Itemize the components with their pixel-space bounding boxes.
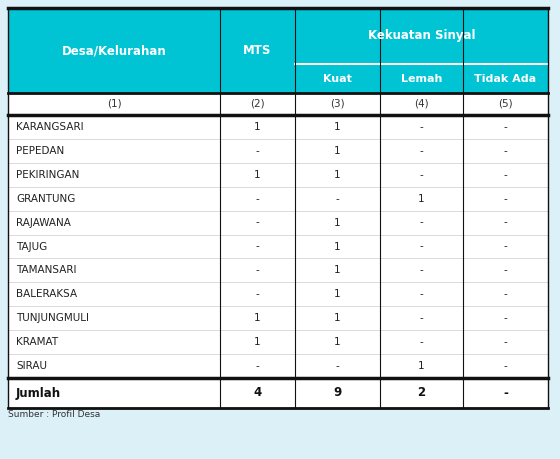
Text: -: - (255, 361, 259, 371)
Text: -: - (503, 313, 507, 323)
Text: 1: 1 (334, 313, 341, 323)
Text: -: - (503, 265, 507, 275)
Text: -: - (255, 241, 259, 252)
Text: TAMANSARI: TAMANSARI (16, 265, 77, 275)
Text: MTS: MTS (243, 44, 272, 57)
Text: -: - (419, 337, 423, 347)
Text: TUNJUNGMULI: TUNJUNGMULI (16, 313, 89, 323)
Text: 1: 1 (254, 313, 261, 323)
Text: 1: 1 (334, 218, 341, 228)
Text: -: - (255, 289, 259, 299)
Text: RAJAWANA: RAJAWANA (16, 218, 71, 228)
Text: 1: 1 (334, 122, 341, 132)
Text: -: - (503, 361, 507, 371)
Text: -: - (419, 218, 423, 228)
Text: 1: 1 (254, 122, 261, 132)
Text: -: - (503, 194, 507, 204)
Text: -: - (335, 194, 339, 204)
Text: (1): (1) (107, 99, 122, 109)
Text: Lemah: Lemah (401, 73, 442, 84)
Text: -: - (255, 146, 259, 156)
Text: 9: 9 (333, 386, 342, 399)
Text: -: - (419, 313, 423, 323)
Text: -: - (503, 337, 507, 347)
Text: 2: 2 (417, 386, 426, 399)
Text: -: - (503, 218, 507, 228)
Text: (2): (2) (250, 99, 265, 109)
Text: Sumber : Profil Desa: Sumber : Profil Desa (8, 410, 100, 419)
Text: -: - (419, 265, 423, 275)
Text: KRAMAT: KRAMAT (16, 337, 58, 347)
Text: TAJUG: TAJUG (16, 241, 47, 252)
Text: SIRAU: SIRAU (16, 361, 47, 371)
Bar (8, 115, 548, 378)
Text: -: - (419, 122, 423, 132)
Text: Desa/Kelurahan: Desa/Kelurahan (62, 44, 166, 57)
Bar (8, 8, 548, 93)
Text: -: - (503, 122, 507, 132)
Text: 1: 1 (334, 170, 341, 180)
Text: GRANTUNG: GRANTUNG (16, 194, 76, 204)
Text: -: - (503, 289, 507, 299)
Text: 1: 1 (334, 337, 341, 347)
Text: BALERAKSA: BALERAKSA (16, 289, 77, 299)
Text: Kekuatan Sinyal: Kekuatan Sinyal (368, 29, 475, 43)
Text: 1: 1 (334, 146, 341, 156)
Text: 4: 4 (253, 386, 262, 399)
Text: -: - (503, 146, 507, 156)
Text: 1: 1 (334, 265, 341, 275)
Text: -: - (419, 241, 423, 252)
Bar (8, 93, 548, 115)
Text: PEKIRINGAN: PEKIRINGAN (16, 170, 80, 180)
Text: -: - (503, 241, 507, 252)
Text: 1: 1 (334, 289, 341, 299)
Text: (4): (4) (414, 99, 429, 109)
Text: (3): (3) (330, 99, 345, 109)
Text: PEPEDAN: PEPEDAN (16, 146, 64, 156)
Text: -: - (255, 218, 259, 228)
Text: -: - (255, 194, 259, 204)
Text: Kuat: Kuat (323, 73, 352, 84)
Bar (8, 8, 548, 408)
Text: 1: 1 (254, 337, 261, 347)
Text: Jumlah: Jumlah (16, 386, 61, 399)
Text: -: - (419, 289, 423, 299)
Text: 1: 1 (334, 241, 341, 252)
Text: 1: 1 (254, 170, 261, 180)
Text: -: - (335, 361, 339, 371)
Text: -: - (419, 170, 423, 180)
Text: -: - (503, 386, 508, 399)
Text: 1: 1 (418, 361, 425, 371)
Bar (8, 378, 548, 408)
Text: -: - (255, 265, 259, 275)
Text: -: - (503, 170, 507, 180)
Text: 1: 1 (418, 194, 425, 204)
Text: (5): (5) (498, 99, 513, 109)
Text: Tidak Ada: Tidak Ada (474, 73, 536, 84)
Text: -: - (419, 146, 423, 156)
Text: KARANGSARI: KARANGSARI (16, 122, 83, 132)
